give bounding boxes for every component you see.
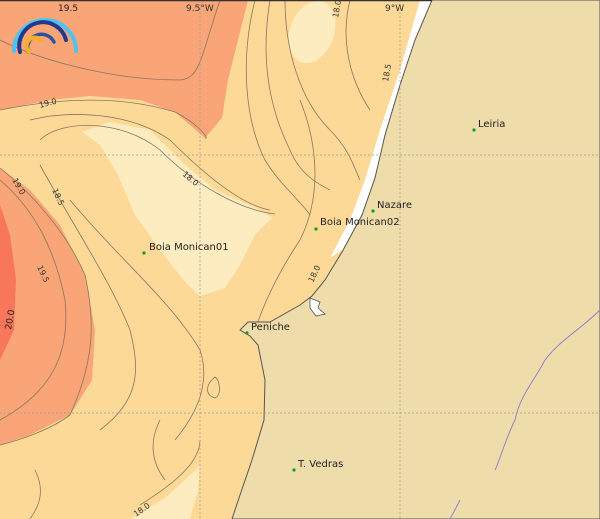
cool-region-north bbox=[288, 1, 336, 63]
place-label-leiria[interactable]: Leiria bbox=[478, 119, 505, 130]
warm-region-west bbox=[0, 168, 95, 445]
peniche-lagoon bbox=[309, 297, 326, 317]
contour-label: 18.5 bbox=[381, 63, 393, 82]
station-label-monican01[interactable]: Boia Monican01 bbox=[149, 242, 229, 253]
cool-region-central bbox=[82, 122, 272, 296]
place-label-t-vedras[interactable]: T. Vedras bbox=[297, 459, 343, 470]
isotherm-contours bbox=[0, 0, 371, 519]
rivers bbox=[449, 309, 600, 519]
contour-label: 19.5 bbox=[58, 4, 78, 14]
place-label-nazare[interactable]: Nazare bbox=[377, 200, 412, 211]
grid-label-lon: 9.5°W bbox=[186, 4, 214, 14]
place-label-peniche[interactable]: Peniche bbox=[251, 322, 290, 333]
grid-label-lon: 9°W bbox=[385, 4, 404, 14]
wave-arcs-logo bbox=[12, 18, 78, 54]
contour-label: 20.0 bbox=[4, 309, 17, 331]
land-portugal bbox=[231, 0, 600, 519]
contour-label: 18.0 bbox=[331, 0, 343, 18]
cool-region-south bbox=[130, 466, 200, 519]
place-markers bbox=[142, 128, 476, 472]
hot-region-west bbox=[0, 205, 16, 360]
station-label-monican02[interactable]: Boia Monican02 bbox=[320, 217, 400, 228]
contour-label: 19.0 bbox=[38, 97, 58, 110]
